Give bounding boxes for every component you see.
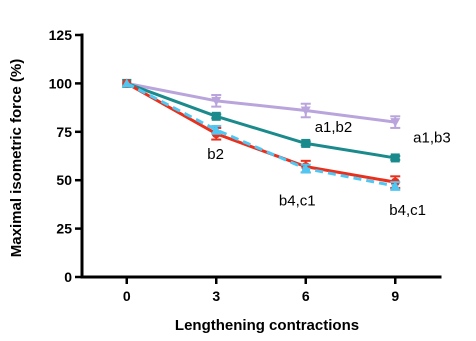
series-line (126, 82, 396, 188)
annotation-label: b4,c1 (279, 192, 316, 209)
series-line (126, 81, 396, 160)
series-line (126, 81, 396, 124)
annotations: a1,b2 a1,b3 b2 b4,c1 b4,c1 (207, 119, 450, 219)
y-tick-label: 25 (56, 221, 72, 237)
y-tick-label: 75 (56, 124, 72, 140)
y-tick-label: 0 (64, 269, 72, 285)
x-ticks: 0 3 6 9 (123, 277, 399, 304)
annotation-label: b2 (207, 146, 224, 163)
x-tick-label: 3 (212, 288, 220, 304)
square-marker (211, 111, 221, 121)
triangle-up-marker (300, 163, 311, 173)
annotation-label: a1,b2 (315, 119, 353, 136)
series-3 (122, 78, 401, 189)
x-axis-title: Lengthening contractions (175, 317, 359, 334)
series-2 (122, 78, 401, 163)
square-marker (390, 153, 400, 163)
series-layer (121, 78, 401, 191)
x-tick-label: 6 (302, 288, 310, 304)
y-ticks: 0 25 50 75 100 125 (49, 27, 82, 285)
y-axis-title: Maximal isometric force (%) (8, 59, 25, 257)
y-tick-label: 50 (56, 172, 72, 188)
triangle-down-marker (390, 118, 401, 128)
x-tick-label: 9 (391, 288, 399, 304)
series-4 (121, 78, 401, 191)
y-tick-label: 100 (49, 75, 73, 91)
y-tick-label: 125 (49, 27, 73, 43)
annotation-label: b4,c1 (389, 202, 426, 219)
triangle-up-marker (390, 181, 401, 191)
x-tick-label: 0 (123, 288, 131, 304)
triangle-up-marker (211, 124, 222, 134)
triangle-down-marker (211, 96, 222, 106)
annotation-label: a1,b3 (413, 129, 451, 146)
triangle-down-marker (300, 106, 311, 116)
square-marker (301, 138, 311, 148)
axes (80, 33, 442, 279)
triangle-up-marker (121, 78, 132, 88)
